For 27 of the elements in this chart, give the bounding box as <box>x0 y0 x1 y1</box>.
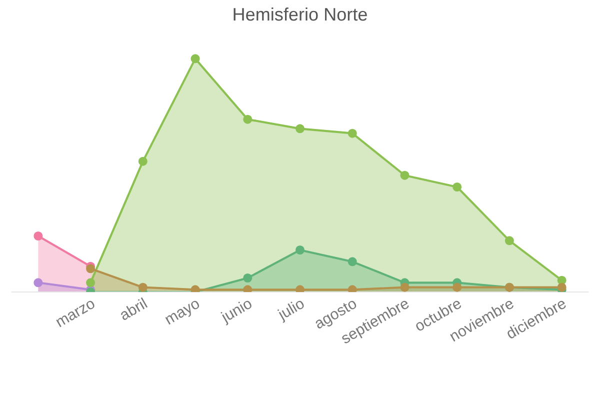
point <box>34 231 43 241</box>
x-tick-label: mayo <box>165 300 202 328</box>
point <box>34 278 43 288</box>
point <box>138 282 148 292</box>
x-tick-label: julio <box>276 297 307 323</box>
chart-title: Hemisferio Norte <box>234 7 367 21</box>
point <box>452 282 462 292</box>
point <box>504 236 514 246</box>
point <box>86 278 96 288</box>
point <box>295 245 305 255</box>
x-tick-label: abril <box>118 297 148 321</box>
point <box>190 54 200 64</box>
point <box>243 114 252 124</box>
point <box>243 285 252 292</box>
point <box>243 273 252 283</box>
point <box>400 170 410 180</box>
point <box>138 156 148 166</box>
point <box>86 264 96 274</box>
point <box>557 282 566 292</box>
point <box>400 282 410 292</box>
point <box>452 182 462 192</box>
point <box>295 124 305 134</box>
point <box>348 257 357 266</box>
x-tick-label: junio <box>219 297 254 326</box>
point <box>348 285 357 292</box>
point <box>295 285 305 292</box>
point <box>348 128 357 138</box>
